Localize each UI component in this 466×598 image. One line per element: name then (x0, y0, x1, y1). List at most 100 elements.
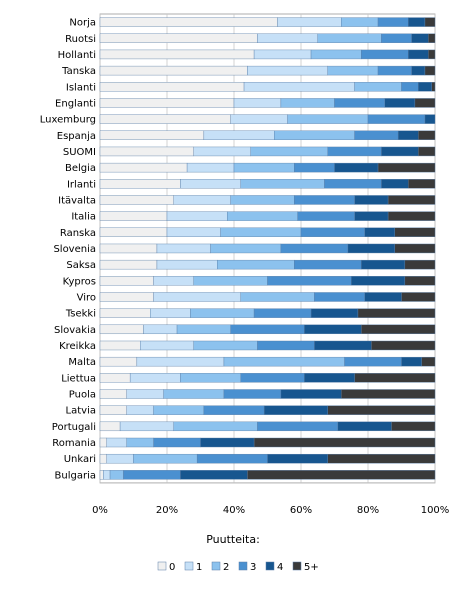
bar-segment-5plus (394, 243, 436, 254)
legend-label: 1 (196, 562, 202, 573)
bar-segment-4 (304, 373, 355, 383)
bar-segment-1 (166, 227, 221, 237)
x-tick-label: 80% (357, 505, 379, 516)
category-label: Irlanti (67, 179, 96, 190)
bar-segment-2 (240, 292, 315, 302)
bar-segment-0 (99, 292, 154, 302)
bar-segment-1 (203, 130, 275, 140)
bar-segment-1 (247, 65, 328, 76)
bar-segment-0 (99, 211, 168, 221)
bar-segment-5plus (387, 195, 436, 205)
bar-segment-4 (381, 146, 419, 157)
bar-segment-3 (257, 340, 315, 351)
bar-segment-3 (377, 65, 412, 76)
bar-segment-1 (126, 405, 154, 415)
bar-segment-0 (99, 227, 168, 237)
bar-segment-5plus (327, 405, 436, 415)
bar-segment-3 (240, 373, 305, 383)
bar-segment-4 (397, 130, 419, 140)
bar-segment-1 (106, 453, 134, 464)
bar-segment-5plus (371, 340, 436, 351)
bar-segment-4 (384, 98, 416, 108)
category-label: Itävalta (58, 195, 96, 206)
bar-segment-0 (99, 49, 255, 60)
x-tick-label: 20% (156, 505, 178, 516)
bar-segment-4 (200, 437, 255, 448)
bar-segment-5plus (424, 17, 436, 27)
bar-segment-5plus (387, 211, 436, 221)
bar-segment-5plus (253, 437, 436, 448)
x-tick-label: 60% (290, 505, 312, 516)
bar-segment-0 (99, 162, 188, 173)
bar-segment-0 (99, 259, 158, 270)
bar-segment-4 (314, 340, 372, 351)
legend-label: 3 (250, 562, 256, 573)
bar-segment-3 (223, 389, 282, 399)
bar-segment-2 (354, 82, 402, 92)
bar-segment-0 (99, 33, 258, 43)
bar-segment-5plus (408, 179, 436, 189)
category-label: Slovakia (54, 325, 96, 336)
bar-segment-3 (327, 146, 382, 157)
bar-segment-0 (99, 324, 144, 335)
category-label: Unkari (64, 454, 96, 465)
bar-segment-0 (99, 17, 278, 27)
bar-segment-4 (354, 195, 389, 205)
bar-segment-4 (304, 324, 362, 335)
bar-segment-4 (280, 389, 342, 399)
category-label: Italia (71, 212, 96, 223)
bar-segment-0 (99, 389, 127, 399)
bar-segment-3 (280, 243, 349, 254)
bar-segment-2 (133, 453, 198, 464)
bar-segment-1 (166, 211, 228, 221)
bar-segment-5plus (357, 308, 436, 318)
category-label: Belgia (65, 163, 96, 174)
bar-segment-4 (361, 259, 406, 270)
bar-segment-4 (364, 292, 402, 302)
bar-segment-5plus (414, 98, 436, 108)
legend-swatch (211, 561, 221, 571)
bar-segment-3 (344, 356, 402, 367)
bar-segment-1 (106, 437, 127, 448)
bar-segment-3 (297, 211, 355, 221)
bar-segment-0 (99, 243, 158, 254)
bar-segment-3 (324, 179, 382, 189)
bar-segment-0 (99, 114, 231, 124)
category-label: Romania (52, 438, 96, 449)
bar-segment-5plus (404, 276, 436, 286)
bar-segment-1 (257, 33, 318, 43)
category-label: Bulgaria (55, 470, 96, 481)
bar-segment-1 (173, 195, 231, 205)
bar-segment-3 (257, 421, 339, 432)
bar-segment-4 (364, 227, 395, 237)
bar-segment-2 (227, 211, 298, 221)
bar-segment-2 (163, 389, 225, 399)
category-label: Saksa (66, 260, 96, 271)
bar-segment-4 (381, 179, 409, 189)
category-label: Englanti (55, 98, 96, 109)
bar-segment-3 (294, 195, 355, 205)
bar-segment-4 (411, 65, 426, 76)
bar-segment-5plus (394, 227, 436, 237)
category-label: Hollanti (58, 50, 96, 61)
category-label: Liettua (61, 373, 96, 384)
bar-segment-1 (153, 276, 195, 286)
bar-segment-3 (267, 276, 352, 286)
bar-segment-1 (156, 243, 211, 254)
bar-segment-3 (294, 259, 362, 270)
bar-segment-2 (280, 98, 335, 108)
bar-segment-2 (223, 356, 345, 367)
bar-segment-4 (337, 421, 392, 432)
legend-title: Puutteita: (206, 533, 260, 546)
bar-segment-2 (230, 195, 295, 205)
category-label: Norja (69, 18, 96, 29)
bar-segment-2 (190, 308, 255, 318)
legend-label: 5+ (304, 562, 319, 573)
category-label: Viro (77, 292, 96, 303)
category-label: Tsekki (65, 309, 96, 320)
bar-segment-2 (193, 340, 258, 351)
bar-segment-3 (300, 227, 365, 237)
bar-segment-3 (377, 17, 409, 27)
bar-segment-1 (233, 98, 282, 108)
